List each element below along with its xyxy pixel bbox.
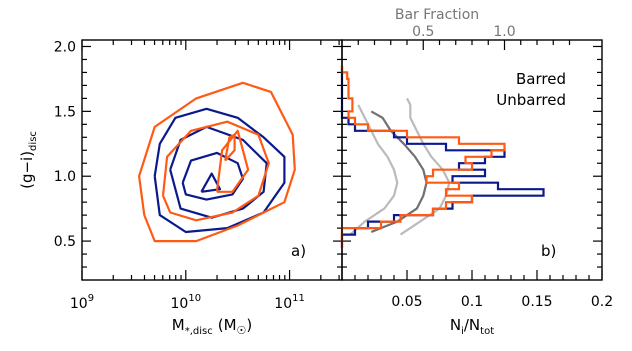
bar-fraction-curve: [349, 104, 399, 236]
panel-b-x-tick-label: 0.15: [521, 294, 552, 310]
panel-b-label: b): [541, 242, 556, 260]
panel-a-x-tick-labels: 109 1010 1011: [70, 293, 305, 312]
histogram-unbarred: [340, 65, 506, 248]
bar-fraction-curve: [370, 110, 428, 234]
panel-b-x-tick-labels: 0.05 0.1 0.15 0.2: [391, 294, 613, 310]
panel-b-frame: [341, 39, 603, 281]
sun-symbol-icon: ☉: [237, 324, 247, 337]
bar-fraction-tick-label: 1.0: [493, 24, 515, 40]
panel-a-x-tick-label: 1011: [274, 293, 305, 312]
panel-a-x-tick-label: 1010: [171, 293, 202, 312]
panel-a-y-tick-label: 2.0: [54, 39, 76, 55]
panel-b-x-axis-label: Ni/Ntot: [450, 316, 494, 337]
bar-fraction-tick-label: 0.5: [412, 24, 434, 40]
panel-a: a) 0.51.01.52.0 109 1010 1011 M*,disc (M☉) …: [18, 39, 343, 337]
contour-unbarred: [161, 120, 270, 222]
contour-barred: [200, 172, 222, 193]
panel-b-bar-fraction-curves: [349, 97, 451, 236]
panel-a-label: a): [291, 242, 306, 260]
panel-a-contours: [138, 81, 296, 243]
panel-a-y-tick-label: 0.5: [54, 234, 76, 250]
panel-b-top-tick-labels: 0.5 1.0: [412, 24, 516, 40]
bar-fraction-curve: [399, 97, 451, 236]
panel-b-x-tick-label: 0.1: [461, 294, 483, 310]
panel-b-x-tick-label: 0.2: [591, 294, 613, 310]
panel-b: b) 0.05 0.1 0.15 0.2 0.5 1.0 Bar Fraction Ba…: [340, 7, 613, 337]
panel-a-y-tick-labels: 0.5 1.0 1.5 2.0: [54, 39, 76, 250]
legend-unbarred: Unbarred: [496, 91, 566, 109]
panel-a-x-axis-label: M*,disc (M☉): [172, 316, 253, 337]
panel-b-x-tick-label: 0.05: [391, 294, 422, 310]
contour-unbarred: [138, 81, 296, 243]
panel-a-y-tick-label: 1.5: [54, 104, 76, 120]
panel-a-y-axis-label: (g−i)disc: [18, 131, 39, 189]
bar-fraction-axis-label: Bar Fraction: [395, 7, 479, 23]
panel-a-y-tick-label: 1.0: [54, 169, 76, 185]
contour-unbarred: [224, 133, 236, 162]
legend-barred: Barred: [516, 70, 566, 88]
contour-unbarred: [215, 129, 250, 193]
panel-a-x-tick-label: 109: [70, 293, 94, 312]
contour-barred: [153, 107, 286, 234]
